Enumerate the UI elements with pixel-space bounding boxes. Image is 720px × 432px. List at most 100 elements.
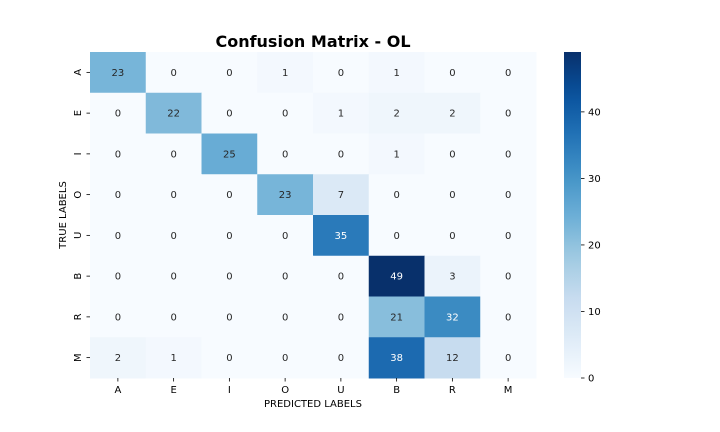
heatmap-cell (201, 133, 258, 175)
heatmap-cell (480, 337, 537, 379)
heatmap-cell (257, 174, 314, 216)
cell-value-label: 0 (505, 353, 511, 364)
heatmap-cell (368, 215, 425, 257)
x-tick-label: A (114, 385, 121, 396)
cell-value-label: 35 (335, 231, 348, 242)
cell-value-label: 0 (115, 312, 121, 323)
cell-value-label: 0 (505, 312, 511, 323)
heatmap-cell (424, 296, 481, 338)
cell-value-label: 0 (115, 149, 121, 160)
colorbar (564, 52, 581, 378)
cell-value-label: 0 (226, 231, 232, 242)
cell-value-label: 1 (393, 68, 399, 79)
cell-value-label: 23 (112, 68, 125, 79)
y-tick-label: A (73, 69, 84, 76)
cell-value-label: 0 (338, 68, 344, 79)
heatmap-cell (424, 337, 481, 379)
cell-value-label: 0 (226, 353, 232, 364)
cell-value-label: 0 (282, 353, 288, 364)
cell-value-label: 0 (170, 149, 176, 160)
y-tick-label: R (73, 313, 84, 320)
x-tick-label: R (449, 385, 456, 396)
x-tick-label: O (281, 385, 289, 396)
colorbar-tick-label: 40 (588, 107, 601, 118)
heatmap-cell (145, 255, 202, 297)
cell-value-label: 0 (115, 231, 121, 242)
heatmap-cell (201, 174, 258, 216)
heatmap-cell (313, 92, 370, 134)
heatmap-cell (368, 255, 425, 297)
heatmap-cell (90, 92, 147, 134)
cell-value-label: 0 (115, 109, 121, 120)
x-tick-label: M (504, 385, 513, 396)
heatmap-cell (90, 174, 147, 216)
cell-value-label: 0 (393, 190, 399, 201)
colorbar-tick-label: 0 (588, 374, 594, 385)
cell-value-label: 0 (282, 272, 288, 283)
cell-value-label: 25 (223, 149, 236, 160)
cell-value-label: 32 (446, 312, 459, 323)
heatmap-cell (90, 215, 147, 257)
y-tick-label: B (73, 273, 84, 280)
heatmap-cell (257, 255, 314, 297)
cell-value-label: 0 (505, 149, 511, 160)
heatmap-cell (90, 52, 147, 94)
heatmap-cell (368, 174, 425, 216)
chart-title: Confusion Matrix - OL (215, 32, 410, 51)
heatmap-cell (313, 174, 370, 216)
heatmap-cell (145, 215, 202, 257)
heatmap-cell (201, 92, 258, 134)
heatmap-cell (90, 337, 147, 379)
heatmap-cell (313, 296, 370, 338)
y-tick-label: U (73, 232, 84, 239)
heatmap-cell (145, 337, 202, 379)
cell-value-label: 21 (390, 312, 403, 323)
y-tick-label: I (73, 152, 84, 155)
heatmap-cell (424, 174, 481, 216)
heatmap-cell (145, 92, 202, 134)
cell-value-label: 23 (279, 190, 292, 201)
cell-value-label: 1 (282, 68, 288, 79)
cell-value-label: 3 (449, 272, 455, 283)
cell-value-label: 7 (338, 190, 344, 201)
heatmap-cell (145, 52, 202, 94)
y-tick-label: M (73, 353, 84, 362)
cell-value-label: 0 (226, 190, 232, 201)
cell-value-label: 0 (449, 68, 455, 79)
heatmap-cell (368, 92, 425, 134)
cell-value-label: 0 (505, 231, 511, 242)
heatmap-cell (145, 133, 202, 175)
cell-value-label: 0 (338, 312, 344, 323)
heatmap-cell (368, 133, 425, 175)
heatmap-cell (257, 52, 314, 94)
heatmap-cell (424, 92, 481, 134)
cell-value-label: 38 (390, 353, 403, 364)
x-axis-label: PREDICTED LABELS (264, 399, 362, 410)
heatmap-cell (201, 215, 258, 257)
heatmap-cell (257, 92, 314, 134)
heatmap-cell (313, 52, 370, 94)
cell-value-label: 1 (393, 149, 399, 160)
cell-value-label: 2 (393, 109, 399, 120)
cell-value-label: 0 (338, 353, 344, 364)
colorbar-tick-label: 30 (588, 174, 601, 185)
heatmap-cell (90, 296, 147, 338)
y-tick-label: O (73, 191, 84, 199)
cell-value-label: 0 (449, 190, 455, 201)
cell-value-label: 0 (282, 109, 288, 120)
heatmap-cell (257, 337, 314, 379)
cell-value-label: 0 (170, 231, 176, 242)
heatmap-cell (313, 133, 370, 175)
cell-value-label: 0 (505, 190, 511, 201)
heatmap-cell (145, 174, 202, 216)
heatmap-cell (480, 174, 537, 216)
cell-value-label: 0 (505, 109, 511, 120)
cell-value-label: 0 (170, 312, 176, 323)
heatmap-cell (201, 255, 258, 297)
heatmap-cell (257, 296, 314, 338)
cell-value-label: 0 (170, 190, 176, 201)
cell-value-label: 49 (390, 272, 403, 283)
heatmap-cell (480, 296, 537, 338)
heatmap-cell (313, 255, 370, 297)
